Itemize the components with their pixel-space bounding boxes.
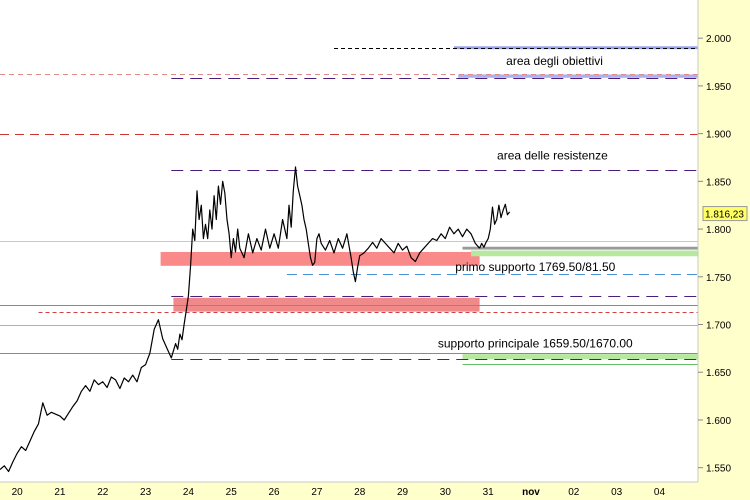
y-axis-panel [698, 0, 750, 500]
x-tick-label-4: 24 [183, 487, 195, 498]
y-tick-label-8: 1.950 [706, 82, 731, 93]
price-series [0, 166, 511, 473]
y-tick-label-2: 1.650 [706, 368, 731, 379]
y-tick-label-1: 1.600 [706, 416, 731, 427]
y-tick-label-5: 1.800 [706, 225, 731, 236]
x-tick-label-8: 28 [354, 487, 366, 498]
annotation-3: supporto principale 1659.50/1670.00 [438, 336, 633, 350]
x-tick-label-7: 27 [311, 487, 323, 498]
x-tick-label-3: 23 [140, 487, 152, 498]
last-price-label: 1.816,23 [705, 210, 744, 221]
annotation-1: area delle resistenze [497, 149, 608, 163]
x-tick-label-5: 25 [226, 487, 238, 498]
price-line-0 [0, 166, 481, 473]
y-tick-label-4: 1.750 [706, 273, 731, 284]
x-tick-label-0: 20 [12, 487, 24, 498]
x-tick-label-9: 29 [397, 487, 409, 498]
last-price-box [702, 206, 748, 222]
y-tick-label-6: 1.850 [706, 177, 731, 188]
x-tick-label-11: 31 [483, 487, 495, 498]
zone-bands [160, 46, 698, 360]
x-tick-label-15: 04 [654, 487, 666, 498]
x-tick-label-6: 26 [268, 487, 280, 498]
x-tick-label-10: 30 [440, 487, 452, 498]
x-axis-panel [0, 482, 698, 500]
zone-band-4 [471, 250, 698, 257]
annotations: area degli obiettivi area delle resistenz… [438, 54, 633, 350]
y-axis: 1.550 1.600 1.650 1.700 1.750 1.800 1.850 1.900… [698, 34, 731, 475]
x-tick-label-2: 22 [97, 487, 109, 498]
zone-band-3 [458, 74, 698, 78]
y-tick-label-0: 1.550 [706, 464, 731, 475]
x-axis: 20 21 22 23 24 25 26 27 28 29 30 31 nov 02 03 04 [12, 487, 666, 498]
annotation-0: area degli obiettivi [506, 54, 603, 68]
x-tick-label-13: 02 [568, 487, 580, 498]
x-tick-label-1: 21 [54, 487, 66, 498]
last-price-marker: 1.816,23 [702, 206, 748, 222]
x-tick-label-12: nov [522, 487, 540, 498]
y-tick-label-9: 2.000 [706, 34, 731, 45]
zone-band-1 [173, 297, 480, 312]
x-tick-label-14: 03 [611, 487, 623, 498]
zone-band-5 [462, 354, 698, 360]
zone-band-2 [453, 46, 698, 50]
horizontal-levels [0, 48, 698, 365]
y-tick-label-3: 1.700 [706, 321, 731, 332]
zone-band-6 [462, 246, 698, 250]
annotation-2: primo supporto 1769.50/81.50 [455, 260, 615, 274]
price-line-1 [479, 203, 511, 249]
zone-band-0 [160, 251, 480, 266]
y-tick-label-7: 1.900 [706, 130, 731, 141]
